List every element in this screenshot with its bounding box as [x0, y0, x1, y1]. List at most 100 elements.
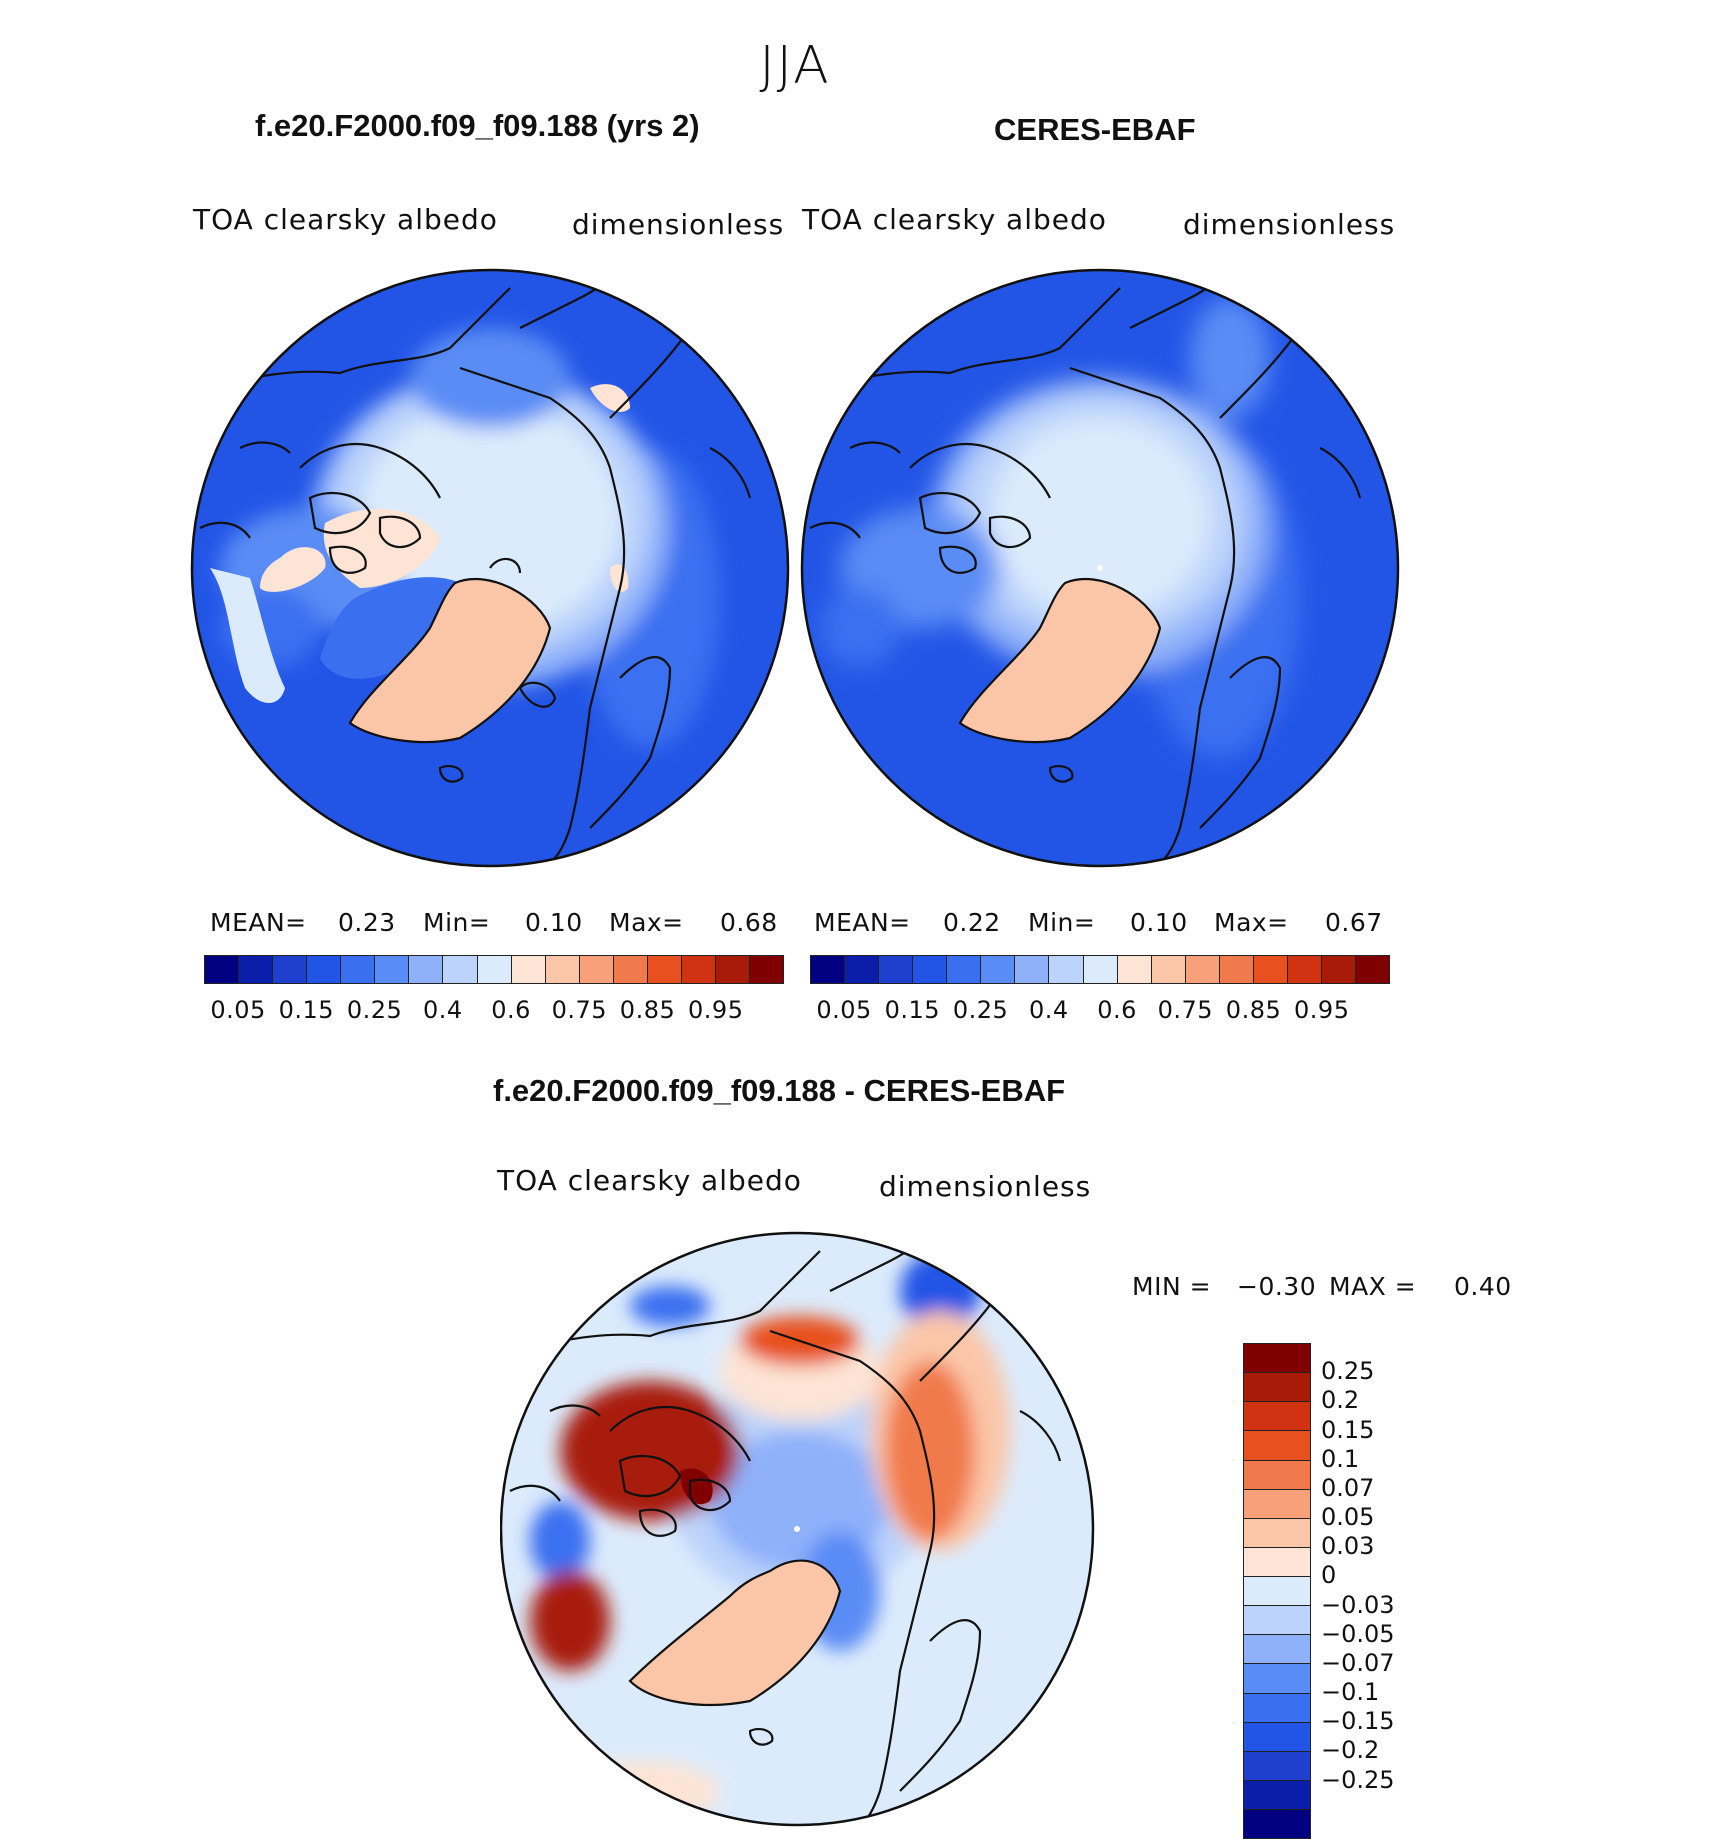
panel2-right-label: dimensionless	[1183, 208, 1396, 241]
panel3-polar-map	[500, 1231, 1095, 1827]
colorbar-swatch	[1244, 1809, 1310, 1839]
panel1-left-label: TOA clearsky albedo	[193, 203, 498, 236]
colorbar-tick-label: 0.25	[346, 996, 403, 1024]
colorbar-swatch	[714, 956, 749, 983]
panel2-min-label: Min=	[1028, 908, 1096, 937]
season-title: JJA	[759, 36, 831, 96]
colorbar-tick-label: −0.2	[1321, 1736, 1380, 1765]
colorbar-swatch	[1244, 1459, 1310, 1489]
panel1-mean-value: 0.23	[338, 908, 396, 937]
colorbar-swatch	[1244, 1372, 1310, 1402]
colorbar-swatch	[1244, 1401, 1310, 1431]
colorbar-tick-label: 0.4	[422, 996, 463, 1024]
panel2-colorbar	[810, 955, 1390, 984]
colorbar-swatch	[749, 956, 784, 983]
colorbar-tick-label: 0.95	[688, 996, 744, 1024]
colorbar-tick-label: −0.05	[1321, 1619, 1395, 1648]
colorbar-swatch	[578, 956, 613, 983]
colorbar-tick-label: 0	[1321, 1561, 1337, 1590]
colorbar-swatch	[442, 956, 477, 983]
colorbar-tick-label: 0.85	[1225, 996, 1282, 1024]
panel1-max-value: 0.68	[720, 908, 778, 937]
panel3-max-label: MAX =	[1329, 1272, 1417, 1301]
panel3-left-label: TOA clearsky albedo	[497, 1164, 802, 1197]
colorbar-tick-label: 0.6	[491, 996, 531, 1024]
colorbar-swatch	[1218, 956, 1253, 983]
colorbar-swatch	[1014, 956, 1049, 983]
colorbar-tick-label: 0.75	[551, 996, 607, 1024]
panel3-title: f.e20.F2000.f09_f09.188 - CERES-EBAF	[493, 1073, 1066, 1108]
panel2-title: CERES-EBAF	[994, 112, 1196, 147]
colorbar-swatch	[205, 956, 239, 983]
colorbar-swatch	[878, 956, 913, 983]
colorbar-swatch	[680, 956, 715, 983]
panel2-left-label: TOA clearsky albedo	[802, 203, 1107, 236]
colorbar-swatch	[1244, 1779, 1310, 1809]
colorbar-swatch	[980, 956, 1015, 983]
colorbar-swatch	[544, 956, 579, 983]
panel1-colorbar	[204, 955, 784, 984]
panel1-title: f.e20.F2000.f09_f09.188 (yrs 2)	[255, 108, 700, 143]
panel2-mean-label: MEAN=	[814, 908, 911, 937]
colorbar-tick-label: 0.05	[1321, 1503, 1375, 1532]
colorbar-swatch	[1244, 1576, 1310, 1606]
panel3-min-value: −0.30	[1237, 1272, 1317, 1301]
colorbar-swatch	[612, 956, 647, 983]
colorbar-tick-label: 0.2	[1321, 1386, 1360, 1415]
colorbar-tick-label: 0.6	[1097, 996, 1137, 1024]
colorbar-swatch	[811, 956, 845, 983]
panel2-polar-map	[800, 268, 1400, 868]
colorbar-swatch	[306, 956, 341, 983]
colorbar-tick-label: −0.03	[1321, 1590, 1395, 1619]
panel3-min-label: MIN =	[1132, 1272, 1212, 1301]
colorbar-swatch	[374, 956, 409, 983]
panel1-right-label: dimensionless	[572, 208, 785, 241]
colorbar-tick-label: 0.15	[884, 996, 941, 1024]
colorbar-swatch	[1184, 956, 1219, 983]
colorbar-swatch	[1244, 1750, 1310, 1780]
colorbar-swatch	[1116, 956, 1151, 983]
colorbar-swatch	[844, 956, 879, 983]
panel2-max-value: 0.67	[1325, 908, 1383, 937]
panel3-max-value: 0.40	[1454, 1272, 1512, 1301]
colorbar-tick-label: 0.15	[1321, 1415, 1375, 1444]
colorbar-swatch	[408, 956, 443, 983]
colorbar-swatch	[1244, 1488, 1310, 1518]
colorbar-swatch	[340, 956, 375, 983]
colorbar-swatch	[272, 956, 307, 983]
panel2-max-label: Max=	[1214, 908, 1289, 937]
colorbar-swatch	[476, 956, 511, 983]
colorbar-tick-label: −0.25	[1321, 1765, 1395, 1794]
colorbar-tick-label: 0.4	[1028, 996, 1069, 1024]
colorbar-swatch	[1048, 956, 1083, 983]
colorbar-swatch	[1252, 956, 1287, 983]
colorbar-swatch	[1244, 1721, 1310, 1751]
panel2-mean-value: 0.22	[943, 908, 1001, 937]
colorbar-swatch	[1244, 1634, 1310, 1664]
colorbar-swatch	[1244, 1430, 1310, 1460]
panel3-right-label: dimensionless	[879, 1170, 1092, 1203]
colorbar-swatch	[1244, 1517, 1310, 1547]
colorbar-tick-label: −0.1	[1321, 1678, 1380, 1707]
panel2-min-value: 0.10	[1130, 908, 1188, 937]
colorbar-swatch	[510, 956, 545, 983]
colorbar-swatch	[1244, 1546, 1310, 1576]
colorbar-swatch	[646, 956, 681, 983]
colorbar-tick-label: 0.1	[1321, 1444, 1360, 1473]
colorbar-tick-label: 0.75	[1157, 996, 1213, 1024]
panel3-colorbar	[1243, 1343, 1311, 1839]
colorbar-tick-label: 0.07	[1321, 1473, 1375, 1502]
colorbar-tick-label: 0.03	[1321, 1532, 1375, 1561]
colorbar-tick-label: 0.85	[619, 996, 676, 1024]
colorbar-swatch	[1286, 956, 1321, 983]
colorbar-swatch	[1244, 1344, 1310, 1373]
panel1-polar-map	[190, 268, 790, 868]
colorbar-swatch	[912, 956, 947, 983]
colorbar-swatch	[238, 956, 273, 983]
panel1-min-label: Min=	[423, 908, 491, 937]
colorbar-tick-label: 0.05	[816, 996, 872, 1024]
colorbar-swatch	[1244, 1605, 1310, 1635]
colorbar-swatch	[1150, 956, 1185, 983]
panel1-mean-label: MEAN=	[210, 908, 307, 937]
panel1-max-label: Max=	[609, 908, 684, 937]
